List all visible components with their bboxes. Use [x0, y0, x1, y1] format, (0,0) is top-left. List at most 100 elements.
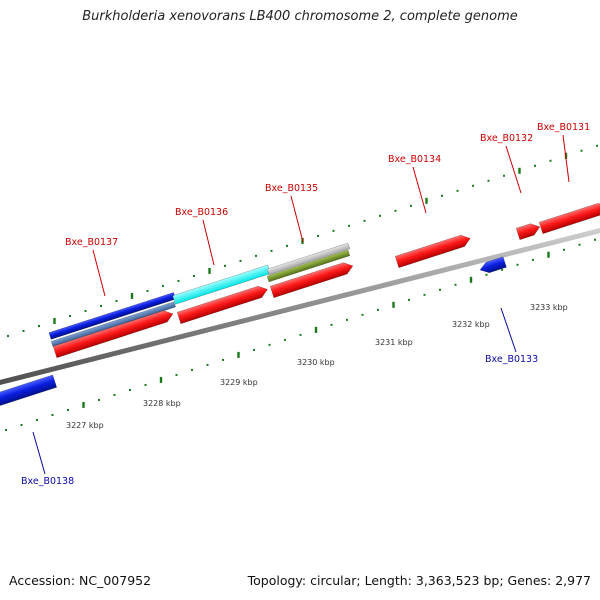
- grey-feature-bar: [266, 242, 351, 276]
- minor-tick: [98, 398, 100, 401]
- minor-tick: [379, 214, 381, 217]
- minor-tick: [394, 209, 397, 212]
- major-tick: [53, 317, 56, 324]
- minor-tick: [7, 335, 9, 337]
- minor-tick: [144, 383, 147, 386]
- accession-label: Accession: NC_007952: [9, 573, 152, 588]
- minor-tick: [67, 408, 69, 411]
- minor-tick: [51, 413, 54, 416]
- major-tick: [547, 251, 550, 258]
- minor-tick: [175, 373, 178, 376]
- minor-tick: [439, 288, 441, 291]
- minor-tick: [284, 338, 286, 341]
- kbp-tick-label: 3232 kbp: [452, 320, 490, 329]
- minor-tick: [332, 229, 335, 232]
- minor-tick: [270, 249, 273, 252]
- minor-tick: [578, 243, 581, 246]
- minor-tick: [317, 234, 319, 237]
- minor-tick: [253, 348, 255, 351]
- gene-label-bxe-b0138: Bxe_B0138: [21, 476, 74, 487]
- minor-tick: [206, 363, 209, 366]
- minor-tick: [363, 219, 366, 222]
- minor-tick: [408, 298, 410, 301]
- forward-gene-arrow: [176, 285, 268, 325]
- major-tick: [314, 326, 318, 333]
- major-tick: [237, 351, 240, 358]
- minor-tick: [193, 274, 195, 277]
- map-title: Burkholderia xenovorans LB400 chromosome…: [82, 9, 518, 24]
- minor-tick: [162, 284, 164, 287]
- leader-line: [290, 195, 304, 243]
- minor-tick: [255, 254, 257, 257]
- minor-tick: [224, 264, 226, 267]
- minor-tick: [268, 343, 271, 346]
- minor-tick: [472, 184, 474, 187]
- minor-tick: [501, 268, 503, 271]
- minor-tick: [146, 289, 149, 292]
- minor-tick: [594, 238, 596, 241]
- major-tick: [425, 197, 428, 204]
- gene-label-bxe-b0134: Bxe_B0134: [388, 154, 441, 165]
- minor-tick: [534, 164, 536, 167]
- forward-gene-arrow: [538, 202, 600, 235]
- leader-line: [500, 307, 517, 353]
- minor-tick: [113, 393, 116, 396]
- minor-tick: [330, 323, 333, 326]
- minor-tick: [456, 189, 459, 192]
- minor-tick: [563, 248, 565, 251]
- leader-line: [505, 145, 522, 194]
- major-tick: [159, 376, 163, 383]
- minor-tick: [191, 368, 193, 371]
- minor-tick: [177, 279, 180, 282]
- gene-label-bxe-b0131: Bxe_B0131: [537, 122, 590, 133]
- minor-tick: [549, 159, 552, 162]
- kbp-tick-label: 3230 kbp: [297, 358, 335, 367]
- gene-label-bxe-b0137: Bxe_B0137: [65, 237, 118, 248]
- minor-tick: [22, 329, 25, 332]
- olive-feature-bar: [266, 249, 351, 283]
- minor-tick: [115, 299, 118, 302]
- minor-tick: [532, 258, 534, 261]
- minor-tick: [129, 388, 131, 391]
- minor-tick: [100, 304, 102, 307]
- gene-labels: 3227 kbp 3228 kbp 3229 kbp 3230 kbp 3231 kbp…: [21, 122, 590, 487]
- minor-tick: [222, 358, 224, 361]
- reverse-gene-arrow: [0, 374, 58, 406]
- major-tick: [130, 292, 134, 299]
- gene-label-bxe-b0136: Bxe_B0136: [175, 207, 228, 218]
- minor-tick: [36, 418, 38, 421]
- minor-tick: [20, 423, 23, 426]
- chromosome-backbone: [0, 227, 600, 386]
- kbp-tick-label: 3228 kbp: [143, 399, 181, 408]
- minor-tick: [348, 224, 350, 227]
- forward-gene-arrow: [269, 262, 354, 299]
- leader-line: [412, 166, 427, 214]
- leader-line: [32, 431, 46, 475]
- leader-line: [562, 134, 570, 183]
- reverse-gene-arrow: [479, 256, 507, 274]
- minor-tick: [38, 324, 40, 327]
- minor-tick: [377, 308, 379, 311]
- kbp-tick-label: 3233 kbp: [530, 303, 568, 312]
- gene-label-bxe-b0132: Bxe_B0132: [480, 133, 533, 144]
- minor-tick: [69, 314, 71, 317]
- minor-tick: [346, 318, 348, 321]
- gene-label-bxe-b0135: Bxe_B0135: [265, 183, 318, 194]
- minor-tick: [286, 244, 288, 247]
- minor-tick: [485, 273, 488, 276]
- minor-tick: [84, 309, 87, 312]
- backbone-line: [0, 227, 600, 386]
- minor-tick: [441, 194, 443, 197]
- forward-gene-arrow: [394, 234, 471, 269]
- major-tick: [469, 276, 473, 283]
- minor-tick: [299, 333, 302, 336]
- forward-gene-arrow: [515, 223, 541, 241]
- topology-label: Topology: circular; Length: 3,363,523 bp…: [247, 573, 591, 588]
- kbp-tick-label: 3229 kbp: [220, 378, 258, 387]
- inner-tick-row: [5, 238, 596, 431]
- major-tick: [82, 401, 85, 408]
- minor-tick: [410, 204, 412, 207]
- minor-tick: [361, 313, 364, 316]
- minor-tick: [580, 149, 583, 152]
